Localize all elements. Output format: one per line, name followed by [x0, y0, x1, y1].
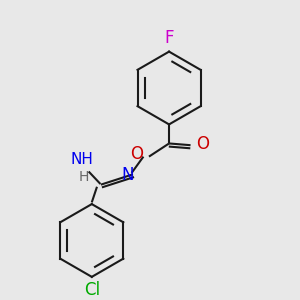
Text: O: O [196, 136, 209, 154]
Text: N: N [121, 166, 134, 184]
Text: O: O [130, 145, 143, 163]
Text: F: F [164, 29, 174, 47]
Text: Cl: Cl [84, 281, 100, 299]
Text: H: H [79, 170, 89, 184]
Text: NH: NH [71, 152, 94, 167]
